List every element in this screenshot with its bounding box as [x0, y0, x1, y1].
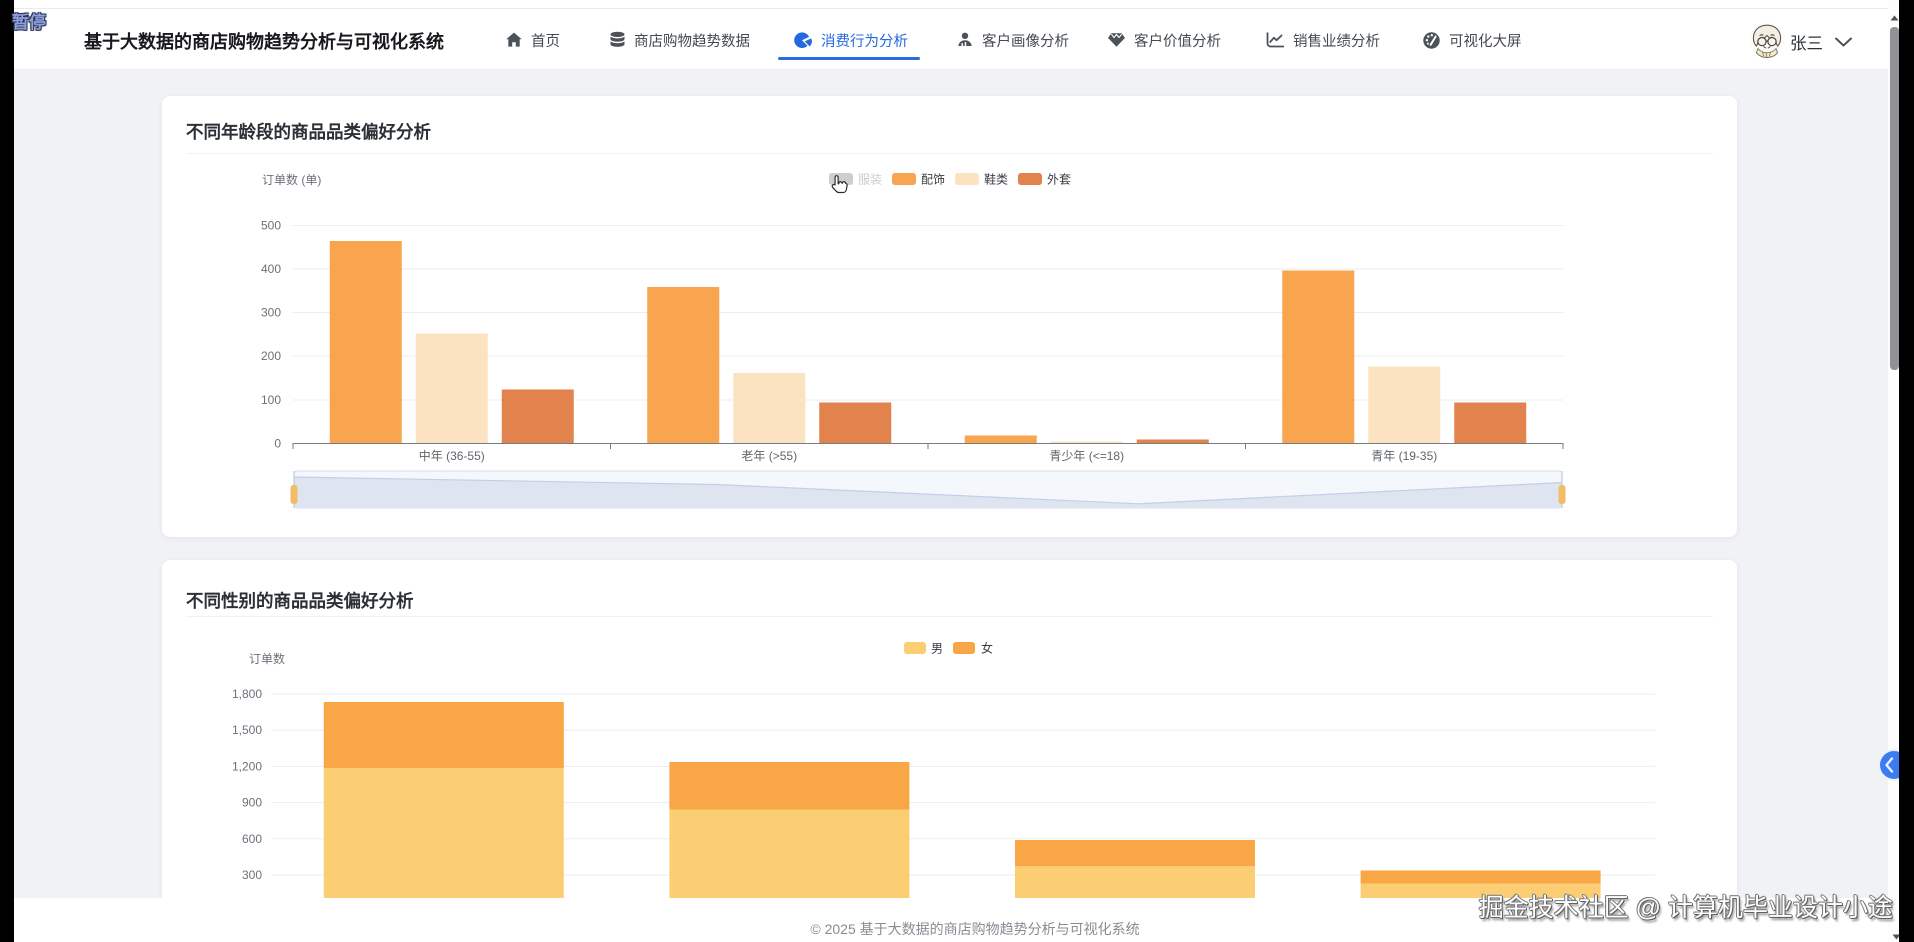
svg-text:100: 100: [261, 393, 281, 407]
svg-text:600: 600: [242, 832, 262, 846]
svg-text:300: 300: [242, 868, 262, 882]
svg-text:男: 男: [931, 642, 943, 656]
svg-text:1,500: 1,500: [232, 723, 262, 737]
svg-text:1,800: 1,800: [232, 687, 262, 701]
svg-text:400: 400: [261, 262, 281, 276]
svg-text:900: 900: [242, 796, 262, 810]
svg-text:服装: 服装: [858, 173, 882, 187]
svg-text:中年 (36-55): 中年 (36-55): [419, 448, 485, 463]
svg-text:订单数: 订单数: [249, 651, 285, 666]
svg-text:300: 300: [261, 306, 281, 320]
svg-text:1,200: 1,200: [232, 759, 262, 773]
svg-text:200: 200: [261, 349, 281, 363]
svg-text:老年 (>55): 老年 (>55): [741, 449, 797, 463]
svg-text:外套: 外套: [1047, 173, 1071, 187]
svg-text:500: 500: [261, 219, 281, 233]
svg-text:0: 0: [274, 437, 281, 451]
svg-text:女: 女: [981, 641, 993, 656]
svg-text:鞋类: 鞋类: [984, 172, 1008, 187]
svg-text:配饰: 配饰: [921, 173, 945, 187]
svg-text:订单数 (单): 订单数 (单): [262, 172, 321, 187]
svg-text:青年 (19-35): 青年 (19-35): [1371, 449, 1437, 463]
svg-text:青少年 (<=18): 青少年 (<=18): [1049, 449, 1124, 463]
